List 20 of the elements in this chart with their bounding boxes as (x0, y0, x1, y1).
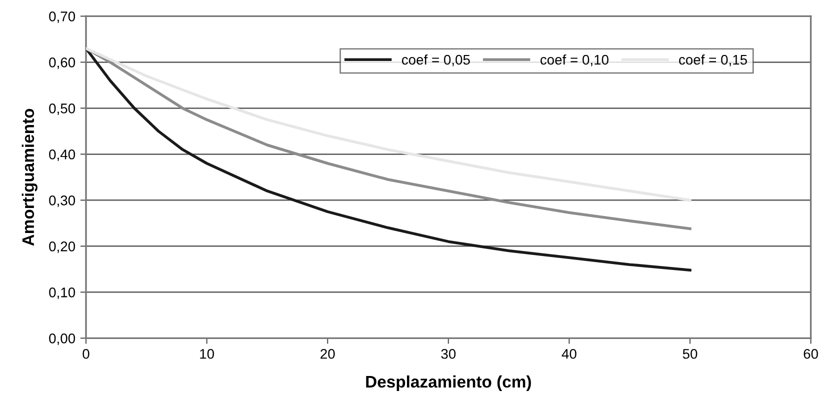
x-tick-label: 30 (441, 348, 456, 359)
y-tick-label: 0,40 (49, 150, 76, 161)
y-tick-label: 0,70 (49, 12, 76, 24)
legend-label: coef = 0,15 (679, 54, 747, 66)
x-tick-label: 40 (562, 348, 576, 359)
y-tick-label: 0,60 (49, 58, 76, 70)
x-tick-label: 10 (200, 348, 214, 359)
legend-label: coef = 0,05 (402, 54, 470, 66)
y-axis-title: Amortiguamiento (22, 108, 38, 246)
x-tick-label: 50 (682, 348, 698, 359)
x-tick-label: 60 (804, 348, 818, 359)
y-tick-label: 0,50 (49, 104, 76, 116)
y-tick-label: 0,20 (49, 242, 76, 253)
y-tick-label: 0,30 (49, 196, 76, 207)
y-tick-label: 0,10 (49, 288, 76, 299)
y-tick-label: 0,00 (49, 334, 76, 345)
x-axis-title: Desplazamiento (cm) (366, 375, 531, 391)
x-tick-label: 20 (320, 348, 335, 359)
legend-label: coef = 0,10 (540, 54, 608, 66)
x-tick-label: 0 (82, 348, 90, 359)
